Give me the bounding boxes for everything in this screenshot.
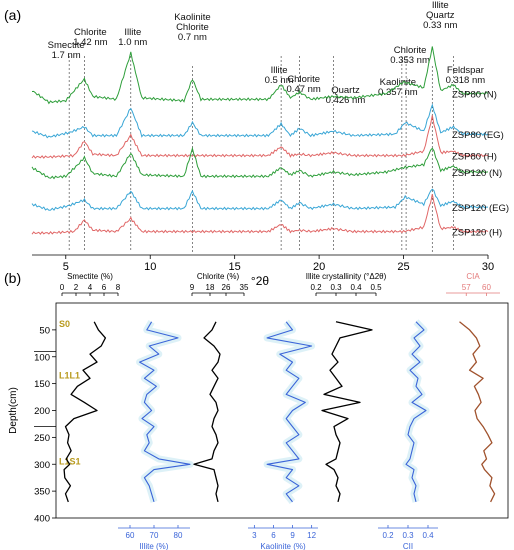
- x-tick-label: 30: [482, 261, 494, 273]
- peak-label: Quartz 0.426 nm: [326, 85, 366, 106]
- x-tick-label: 15: [229, 261, 241, 273]
- unit-label-l1s1: L1S1: [59, 456, 81, 466]
- track-tick-label: 80: [174, 531, 183, 540]
- peak-label: Chlorite 0.47 nm: [287, 74, 321, 95]
- panel-label-b: (b): [4, 270, 21, 286]
- track-title-cii: CII: [403, 542, 413, 550]
- track-tick-label: 6: [271, 531, 276, 540]
- y-axis-title: Depth(cm): [8, 387, 19, 434]
- peak-label: Kaolinite Chlorite 0.7 nm: [174, 12, 210, 43]
- x-tick-label: 25: [397, 261, 409, 273]
- depth-profile-chart: 50100150200250300350400Depth(cm)S0L1L1L1…: [8, 272, 509, 550]
- track-tick-label: 8: [116, 283, 121, 292]
- track-tick-label: 35: [240, 283, 249, 292]
- track-line-chlorite: [193, 321, 221, 503]
- series-label-zsp80-h: ZSP80 (H): [452, 152, 497, 163]
- x-tick-label: 10: [144, 261, 156, 273]
- y-tick-label: 100: [34, 352, 50, 363]
- xrd-curve-zsp80-h: [31, 115, 489, 159]
- series-label-zsp80-eg: ZSP80 (EG): [452, 130, 504, 141]
- xrd-curve-zsp80-eg: [31, 103, 489, 139]
- track-tick-label: 0.2: [310, 283, 322, 292]
- y-tick-label: 150: [34, 379, 50, 390]
- peak-label: Kaolinite 0.357 nm: [378, 77, 418, 98]
- series-label-zsp120-eg: ZSP120 (EG): [452, 203, 509, 214]
- peak-label: Feldspar 0.318 nm: [446, 65, 486, 86]
- track-tick-label: 0.5: [370, 283, 382, 292]
- track-line-smectite: [63, 321, 107, 503]
- y-tick-label: 400: [34, 514, 50, 525]
- track-tick-label: 26: [222, 283, 231, 292]
- xrd-curve-zsp120-h: [31, 194, 489, 235]
- track-halo-kaolinite: [263, 319, 316, 505]
- track-line-kaolinite: [266, 321, 313, 503]
- track-tick-label: 0.3: [402, 531, 414, 540]
- track-tick-label: 60: [126, 531, 135, 540]
- track-tick-label: 6: [102, 283, 107, 292]
- y-tick-label: 50: [39, 325, 50, 336]
- xrd-curve-zsp120-n: [31, 146, 489, 180]
- peak-label: Illite 1.0 nm: [118, 27, 147, 48]
- track-title-chlorite: Chlorite (%): [197, 272, 240, 281]
- y-tick-label: 250: [34, 433, 50, 444]
- track-tick-label: 0.4: [422, 531, 434, 540]
- y-tick-label: 200: [34, 406, 50, 417]
- track-line-illite-crystallinity-2: [321, 321, 373, 503]
- track-tick-label: 4: [88, 283, 93, 292]
- track-line-illite: [139, 321, 191, 503]
- track-tick-label: 60: [482, 283, 491, 292]
- track-tick-label: 12: [307, 531, 316, 540]
- track-tick-label: 0.2: [382, 531, 394, 540]
- track-title-cia: CIA: [466, 272, 480, 281]
- series-label-zsp120-h: ZSP120 (H): [452, 228, 502, 239]
- x-tick-label: 20: [313, 261, 325, 273]
- xrd-curve-zsp120-eg: [31, 188, 488, 211]
- track-title-illite: Illite (%): [140, 542, 169, 550]
- y-tick-label: 300: [34, 460, 50, 471]
- y-tick-label: 350: [34, 487, 50, 498]
- peak-label: Chlorite 1.42 nm: [73, 27, 107, 48]
- peak-label: Smectite 1.7 nm: [48, 40, 85, 61]
- peak-label: Illite Quartz 0.33 nm: [423, 0, 457, 31]
- peak-label: Chlorite 0.353 nm: [390, 45, 430, 66]
- series-label-zsp120-n: ZSP120 (N): [452, 168, 502, 179]
- track-tick-label: 0.3: [330, 283, 342, 292]
- track-line-cii: [405, 321, 427, 503]
- series-label-zsp80-n: ZSP80 (N): [452, 90, 497, 101]
- track-tick-label: 0: [60, 283, 65, 292]
- track-tick-label: 57: [462, 283, 471, 292]
- track-tick-label: 9: [190, 283, 195, 292]
- unit-label-s0: S0: [59, 319, 70, 329]
- unit-label-l1l1: L1L1: [59, 370, 80, 380]
- track-tick-label: 0.4: [350, 283, 362, 292]
- track-halo-cii: [402, 319, 430, 503]
- xrd-curve-zsp80-n: [31, 46, 489, 105]
- track-line-cia: [459, 321, 496, 503]
- track-tick-label: 18: [206, 283, 215, 292]
- peak-label: Illite 0.5 nm: [265, 65, 294, 86]
- x-axis-title: °2θ: [251, 274, 269, 288]
- x-tick-label: 5: [63, 261, 69, 273]
- track-title-kaolinite: Kaolinite (%): [260, 542, 306, 550]
- track-tick-label: 70: [150, 531, 159, 540]
- track-tick-label: 3: [252, 531, 257, 540]
- track-tick-label: 9: [290, 531, 295, 540]
- track-title-smectite: Smectite (%): [67, 272, 113, 281]
- panel-label-a: (a): [4, 7, 21, 23]
- track-title-illite-crystallinity-2: Illite crystallinity (°Δ2θ): [306, 272, 387, 281]
- track-tick-label: 2: [74, 283, 79, 292]
